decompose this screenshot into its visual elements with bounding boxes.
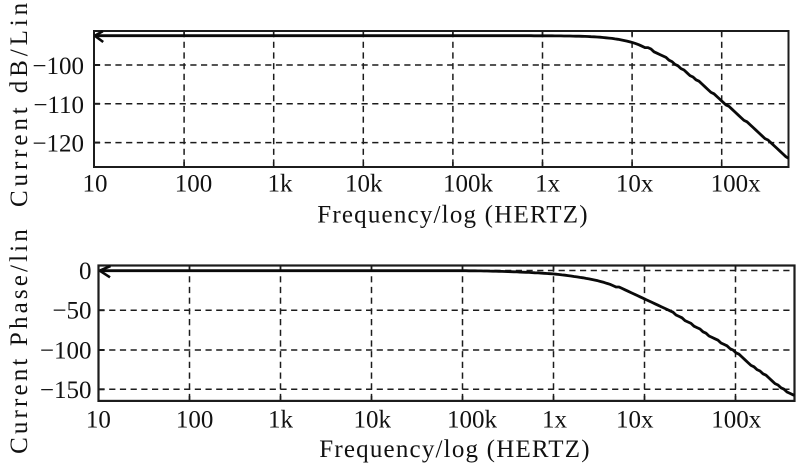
svg-text:0: 0 <box>79 258 92 285</box>
svg-text:Frequency/log (HERTZ): Frequency/log (HERTZ) <box>317 202 589 229</box>
svg-text:100k: 100k <box>443 170 494 197</box>
svg-text:100: 100 <box>175 170 213 197</box>
svg-text:1k: 1k <box>268 407 294 434</box>
svg-text:10: 10 <box>83 170 108 197</box>
svg-text:100: 100 <box>176 407 214 434</box>
svg-text:−100: −100 <box>32 53 84 80</box>
svg-text:10x: 10x <box>616 170 654 197</box>
svg-text:10k: 10k <box>345 170 383 197</box>
svg-text:1k: 1k <box>268 170 294 197</box>
svg-text:−100: −100 <box>40 338 92 365</box>
svg-text:100x: 100x <box>711 407 762 434</box>
svg-text:1x: 1x <box>542 407 568 434</box>
svg-text:100x: 100x <box>711 170 762 197</box>
svg-text:10x: 10x <box>616 407 654 434</box>
svg-text:Current dB/Lin: Current dB/Lin <box>6 0 33 207</box>
svg-text:Frequency/log (HERTZ): Frequency/log (HERTZ) <box>319 436 591 463</box>
svg-text:1x: 1x <box>535 170 561 197</box>
svg-text:10: 10 <box>86 407 111 434</box>
svg-text:−50: −50 <box>52 298 91 325</box>
svg-text:10k: 10k <box>353 407 391 434</box>
svg-text:100k: 100k <box>447 407 498 434</box>
svg-text:−120: −120 <box>32 131 84 158</box>
svg-text:−110: −110 <box>33 92 84 119</box>
svg-text:Current Phase/lin: Current Phase/lin <box>6 226 33 454</box>
svg-text:−150: −150 <box>40 377 92 404</box>
